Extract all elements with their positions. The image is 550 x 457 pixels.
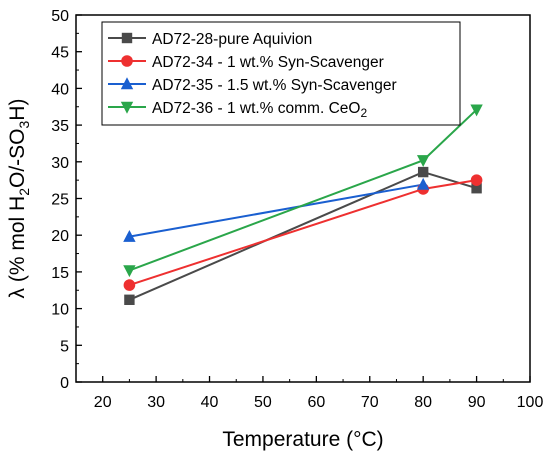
x-tick-label: 100: [517, 394, 544, 411]
x-tick-labels: 20 30 40 50 60 70 80 90 100: [94, 394, 544, 411]
legend-entry-2: AD72-35 - 1.5 wt.% Syn-Scavenger: [152, 77, 397, 94]
legend-label: AD72-36 - 1 wt.% comm. CeO2: [152, 100, 367, 120]
legend-entry-0: AD72-28-pure Aquivion: [152, 31, 312, 48]
series-line-1: [129, 179, 477, 287]
legend-marker: [121, 32, 133, 44]
legend: AD72-28-pure Aquivion AD72-34 - 1 wt.% S…: [101, 21, 461, 126]
x-axis-title: Temperature (°C): [222, 428, 383, 451]
legend-label-main: AD72-34 - 1 wt.% Syn-Scavenger: [152, 54, 384, 71]
data-point: [470, 174, 483, 186]
legend-label: AD72-35 - 1.5 wt.% Syn-Scavenger: [152, 77, 397, 94]
y-tick-label: 40: [51, 81, 69, 98]
legend-glyphs: [108, 32, 146, 114]
legend-label-main: AD72-28-pure Aquivion: [152, 31, 312, 48]
y-tick-label: 0: [60, 375, 69, 392]
series-markers: [123, 104, 483, 305]
legend-label-sub: 2: [360, 106, 367, 120]
legend-entry-1: AD72-34 - 1 wt.% Syn-Scavenger: [152, 54, 384, 71]
data-point: [123, 279, 136, 291]
data-point: [416, 155, 430, 168]
y-tick-label: 30: [51, 155, 69, 172]
y-tick-label: 35: [51, 118, 69, 135]
x-tick-label: 50: [254, 394, 272, 411]
data-point: [470, 104, 483, 117]
y-tick-label: 25: [51, 192, 69, 209]
y-tick-label: 20: [51, 228, 69, 245]
data-point: [417, 166, 429, 178]
x-tick-label: 40: [201, 394, 219, 411]
x-tick-label: 90: [468, 394, 486, 411]
plot-frame: [75, 14, 531, 383]
x-tick-label: 80: [414, 394, 432, 411]
legend-label-main: AD72-36 - 1 wt.% comm. CeO: [152, 100, 360, 117]
y-axis-title-main: λ (% mol H: [6, 196, 29, 299]
y-tick-labels: 0 5 10 15 20 25 30 35 40 45 50: [51, 8, 69, 392]
data-point: [123, 229, 136, 242]
x-tick-label: 60: [307, 394, 325, 411]
legend-label: AD72-34 - 1 wt.% Syn-Scavenger: [152, 54, 384, 71]
legend-marker: [120, 77, 134, 90]
data-point: [471, 183, 482, 194]
y-tick-label: 5: [60, 338, 69, 355]
y-axis-title: λ (% mol H2O/-SO3H): [6, 99, 32, 299]
x-tick-label: 20: [94, 394, 112, 411]
legend-label: AD72-28-pure Aquivion: [152, 31, 312, 48]
data-point: [416, 177, 430, 190]
y-tick-label: 50: [51, 8, 69, 25]
y-tick-label: 10: [51, 302, 69, 319]
data-point: [124, 294, 135, 305]
y-axis-title-sub1: 2: [16, 188, 32, 196]
y-axis-title-sub2: 3: [16, 120, 32, 128]
y-axis-title-tail: H): [6, 99, 29, 121]
series-lines: [129, 108, 478, 301]
y-tick-label: 45: [51, 45, 69, 62]
data-point: [123, 265, 136, 278]
x-tick-label: 70: [361, 394, 379, 411]
y-tick-label: 15: [51, 265, 69, 282]
x-tick-label: 30: [147, 394, 165, 411]
legend-entry-3: AD72-36 - 1 wt.% comm. CeO2: [152, 100, 367, 120]
legend-label-main: AD72-35 - 1.5 wt.% Syn-Scavenger: [152, 77, 397, 94]
series-line-2: [129, 183, 424, 238]
legend-marker: [120, 101, 134, 114]
legend-marker: [121, 55, 133, 67]
legend-box: [101, 21, 461, 126]
y-axis-title-mid: O/-SO: [6, 128, 29, 188]
